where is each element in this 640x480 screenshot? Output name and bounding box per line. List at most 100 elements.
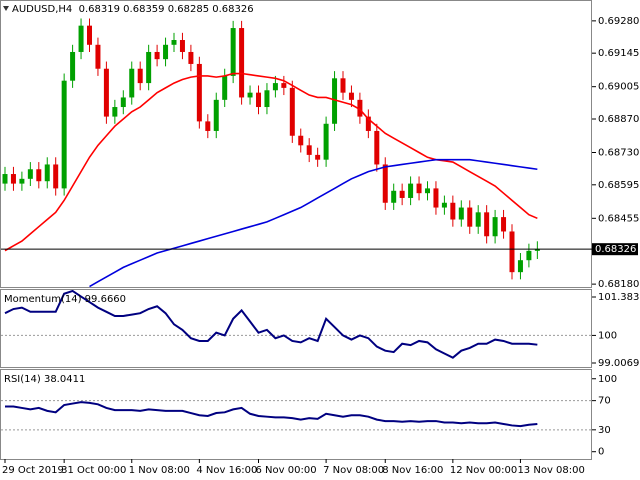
candle-body	[95, 44, 101, 69]
y-tick-label: 100	[598, 330, 617, 341]
candle-body	[239, 28, 245, 98]
x-tick-label: 8 Nov 16:00	[382, 465, 443, 476]
x-tick-label: 13 Nov 08:00	[517, 465, 584, 476]
candle-body	[10, 174, 16, 184]
candle-body	[146, 51, 152, 84]
candle-body	[171, 40, 177, 45]
candle-body	[357, 99, 363, 117]
candle-body	[272, 83, 278, 91]
candle-body	[247, 92, 253, 98]
candle-body	[467, 207, 473, 227]
candle-body	[154, 51, 160, 60]
candle-body	[340, 78, 346, 93]
candle-body	[475, 212, 481, 227]
candle-body	[87, 25, 92, 45]
y-tick-label: 0.68455	[598, 213, 639, 224]
line	[5, 401, 538, 428]
candle-body	[484, 212, 490, 237]
plot	[1, 400, 592, 431]
candle-body	[179, 40, 185, 52]
candle-body	[188, 51, 194, 64]
line	[4, 72, 538, 252]
candle-body	[501, 217, 507, 232]
panel-title: Momentum(14) 99.6660	[4, 294, 126, 305]
candle-body	[222, 75, 228, 100]
candle-body	[374, 130, 380, 165]
current-price-box	[592, 243, 638, 256]
rsi-panel	[0, 369, 592, 460]
candle-body	[205, 121, 211, 131]
y-tick-label: 0.68595	[598, 180, 639, 191]
x-tick-label: 6 Nov 00:00	[256, 465, 317, 476]
candle-body	[36, 169, 42, 182]
candle-body	[264, 90, 270, 108]
candle-body	[534, 249, 540, 251]
candle-body	[306, 145, 312, 155]
candle-body	[281, 83, 287, 88]
y-tick-label: 99.0069	[598, 358, 639, 369]
plot	[2, 18, 540, 287]
candle-body	[44, 164, 50, 182]
candle-body	[230, 28, 236, 76]
candle-body	[425, 188, 430, 194]
candle-body	[112, 107, 118, 117]
y-tick-label: 101.3833	[598, 292, 640, 303]
candle-body	[298, 135, 304, 146]
candle-body	[433, 188, 439, 208]
x-tick-label: 29 Oct 2019	[2, 465, 64, 476]
candle-body	[78, 25, 84, 52]
candle-body	[27, 169, 33, 179]
y-tick-label: 0.68730	[598, 147, 639, 158]
candle-body	[70, 51, 76, 81]
candle-body	[399, 190, 405, 198]
line	[89, 158, 538, 287]
candle-body	[391, 190, 397, 203]
candle-body	[103, 68, 109, 117]
y-tick-label: 100	[598, 374, 617, 385]
line	[4, 290, 538, 359]
candle-body	[458, 207, 464, 220]
y-tick-label: 0.68870	[598, 114, 639, 125]
candle-body	[492, 217, 498, 237]
candle-body	[408, 183, 414, 198]
candle-body	[2, 174, 8, 184]
plot	[1, 290, 592, 359]
candle-body	[323, 123, 329, 160]
candle-body	[441, 202, 447, 208]
candle-body	[137, 68, 143, 84]
x-tick-label: 31 Oct 00:00	[61, 465, 126, 476]
candle-body	[289, 87, 295, 136]
x-tick-label: 4 Nov 16:00	[196, 465, 257, 476]
panel-title: RSI(14) 38.0411	[4, 374, 85, 385]
y-tick-label: 70	[598, 396, 611, 407]
candle-body	[526, 250, 532, 261]
y-tick-label: 0.69280	[598, 16, 639, 27]
y-tick-label: 0.69145	[598, 48, 639, 59]
candle-body	[450, 202, 456, 220]
candle-body	[120, 97, 126, 108]
price-panel	[0, 0, 592, 288]
candle-body	[129, 68, 135, 98]
symbol-icon	[3, 6, 9, 11]
candle-body	[196, 63, 202, 122]
candle-body	[53, 164, 59, 189]
candle-body	[19, 178, 25, 184]
y-tick-label: 0.68180	[598, 279, 639, 290]
candle-body	[213, 99, 219, 131]
candle-body	[332, 78, 338, 124]
y-tick-label: 0.69005	[598, 82, 639, 93]
y-tick-label: 0	[598, 447, 604, 458]
x-tick-label: 7 Nov 08:00	[323, 465, 384, 476]
candle-body	[348, 92, 354, 100]
y-tick-label: 30	[598, 425, 611, 436]
candle-body	[61, 80, 67, 189]
candle-body	[517, 260, 523, 273]
candle-body	[315, 154, 321, 160]
candle-body	[365, 116, 371, 131]
current-price-label: 0.68326	[595, 244, 636, 255]
x-tick-label: 1 Nov 08:00	[129, 465, 190, 476]
candle-body	[163, 44, 169, 60]
chart-title: AUDUSD,H4 0.68319 0.68359 0.68285 0.6832…	[12, 4, 254, 15]
candle-body	[416, 183, 422, 194]
